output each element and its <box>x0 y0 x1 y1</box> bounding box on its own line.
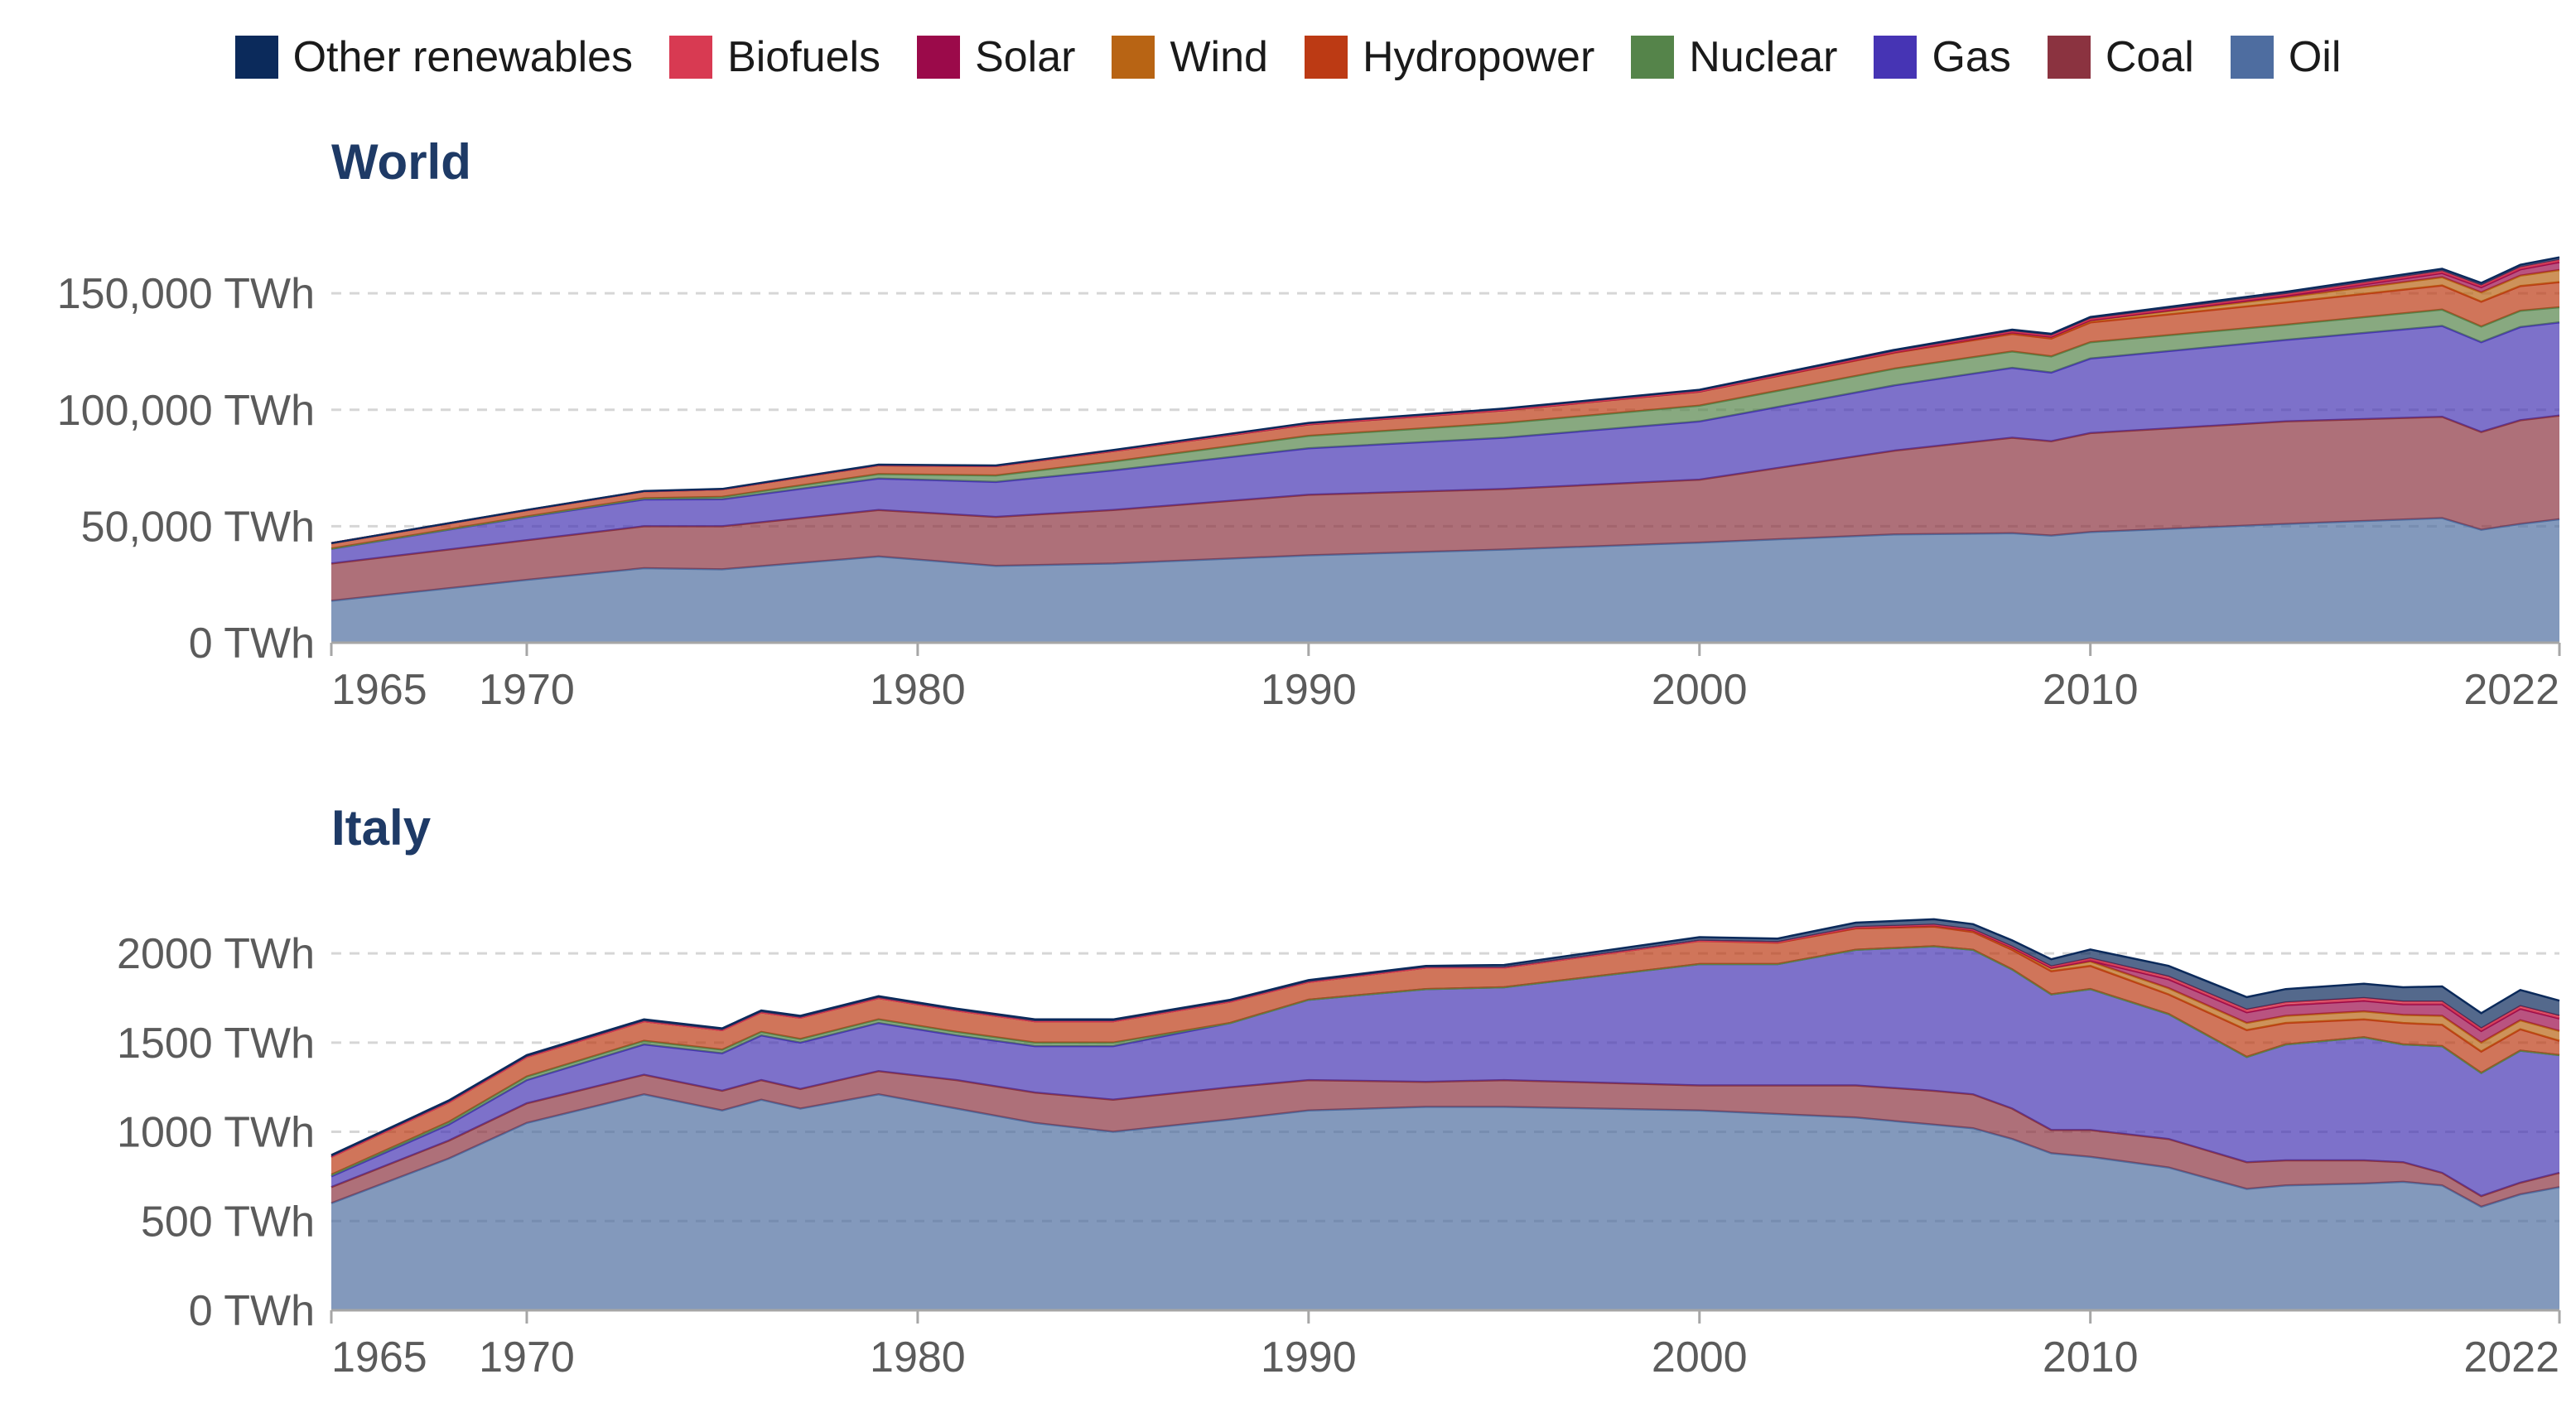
legend-label-wind: Wind <box>1170 33 1268 81</box>
x-tick-label: 1980 <box>870 1333 966 1381</box>
legend-item-oil[interactable]: Oil <box>2230 32 2342 82</box>
x-tick-label: 2010 <box>2043 666 2139 714</box>
area-gas[interactable] <box>331 322 2559 564</box>
y-tick-label: 2000 TWh <box>117 930 315 978</box>
panel-world: World 0 TWh 50,000 TWh 100,000 TWh 150,000 … <box>57 134 2561 714</box>
area-edge-other <box>330 918 2560 1156</box>
x-tick-label: 1980 <box>870 666 966 714</box>
y-tick-label: 150,000 TWh <box>57 270 315 318</box>
legend-swatch-solar <box>917 36 961 79</box>
legend-label-biofuels: Biofuels <box>727 33 881 81</box>
area-hydro[interactable] <box>331 926 2559 1175</box>
x-tick-label: 2022 <box>2463 1333 2559 1381</box>
legend-label-other-renewables: Other renewables <box>292 33 634 81</box>
x-tick-label: 1990 <box>1261 1333 1357 1381</box>
area-solar[interactable] <box>331 262 2559 543</box>
y-tick-label: 100,000 TWh <box>57 387 315 435</box>
legend-item-biofuels[interactable]: Biofuels <box>669 32 880 82</box>
y-axis: 0 TWh 50,000 TWh 100,000 TWh 150,000 TWh <box>57 270 315 668</box>
y-tick-label: 0 TWh <box>189 620 315 668</box>
area-other[interactable] <box>331 919 2559 1157</box>
legend-swatch-other-renewables <box>234 36 278 79</box>
legend-label-oil: Oil <box>2288 33 2342 81</box>
y-axis: 0 TWh 500 TWh 1000 TWh 1500 TWh 2000 TWh <box>117 930 315 1335</box>
legend-swatch-gas <box>1874 36 1918 79</box>
legend-label-nuclear: Nuclear <box>1689 33 1838 81</box>
legend-item-other-renewables[interactable]: Other renewables <box>234 32 634 82</box>
area-nuclear[interactable] <box>331 307 2559 549</box>
area-other[interactable] <box>331 257 2559 543</box>
legend-swatch-wind <box>1112 36 1155 79</box>
area-layers <box>330 918 2560 1310</box>
legend-swatch-oil <box>2230 36 2274 79</box>
legend-item-coal[interactable]: Coal <box>2047 32 2194 82</box>
x-tick-label: 1965 <box>331 1333 427 1381</box>
area-gas[interactable] <box>331 946 2559 1197</box>
legend: Other renewables Biofuels Solar Wind Hyd… <box>0 28 2576 86</box>
x-axis: 1965 1970 1980 1990 2000 2010 2022 <box>330 1309 2561 1381</box>
legend-swatch-biofuels <box>669 36 713 79</box>
x-axis: 1965 1970 1980 1990 2000 2010 2022 <box>330 641 2561 714</box>
area-coal[interactable] <box>331 415 2559 601</box>
panel-title-world: World <box>331 134 471 190</box>
area-edge-other <box>330 256 2560 545</box>
x-tick-label: 1965 <box>331 666 427 714</box>
legend-item-hydropower[interactable]: Hydropower <box>1304 32 1595 82</box>
x-tick-label: 1990 <box>1261 666 1357 714</box>
panel-italy: Italy 0 TWh 500 TWh 1000 TWh 1500 TWh 2000 T… <box>117 800 2561 1381</box>
x-tick-label: 2010 <box>2043 1333 2139 1381</box>
legend-item-solar[interactable]: Solar <box>917 32 1075 82</box>
area-oil[interactable] <box>331 518 2559 644</box>
legend-label-solar: Solar <box>975 33 1076 81</box>
legend-label-coal: Coal <box>2105 33 2194 81</box>
area-layers <box>330 256 2560 644</box>
x-tick-label: 2000 <box>1652 1333 1748 1381</box>
x-tick-label: 1970 <box>479 666 575 714</box>
legend-label-gas: Gas <box>1932 33 2011 81</box>
legend-swatch-hydropower <box>1304 36 1348 79</box>
legend-swatch-nuclear <box>1631 36 1675 79</box>
y-tick-label: 1500 TWh <box>117 1020 315 1068</box>
y-tick-label: 500 TWh <box>141 1198 315 1246</box>
x-tick-label: 2022 <box>2463 666 2559 714</box>
legend-label-hydropower: Hydropower <box>1362 33 1595 81</box>
x-tick-label: 1970 <box>479 1333 575 1381</box>
legend-item-gas[interactable]: Gas <box>1874 32 2011 82</box>
panel-title-italy: Italy <box>331 800 432 856</box>
legend-item-wind[interactable]: Wind <box>1112 32 1268 82</box>
y-tick-label: 0 TWh <box>189 1287 315 1335</box>
area-biofuels[interactable] <box>331 259 2559 543</box>
area-oil[interactable] <box>331 1094 2559 1310</box>
legend-item-nuclear[interactable]: Nuclear <box>1631 32 1837 82</box>
y-tick-label: 50,000 TWh <box>81 503 315 551</box>
x-tick-label: 2000 <box>1652 666 1748 714</box>
legend-swatch-coal <box>2047 36 2091 79</box>
y-tick-label: 1000 TWh <box>117 1109 315 1157</box>
